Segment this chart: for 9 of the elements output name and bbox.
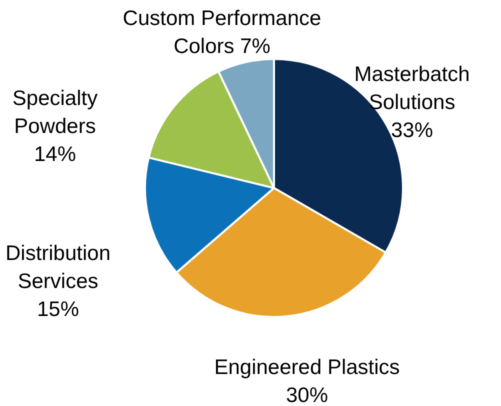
data-label: 15% (36, 298, 80, 321)
slice-label: Engineered Plastics (214, 356, 400, 379)
data-label: 30% (286, 384, 328, 406)
data-label: 33% (390, 118, 434, 142)
slice-label: Custom Performance Colors 7% (122, 6, 322, 58)
slice-label: Distribution Services (5, 242, 111, 293)
slice-label: Specialty Powders (12, 86, 98, 138)
data-label: 14% (34, 142, 76, 166)
slice-label: Masterbatch Solutions (354, 62, 470, 114)
